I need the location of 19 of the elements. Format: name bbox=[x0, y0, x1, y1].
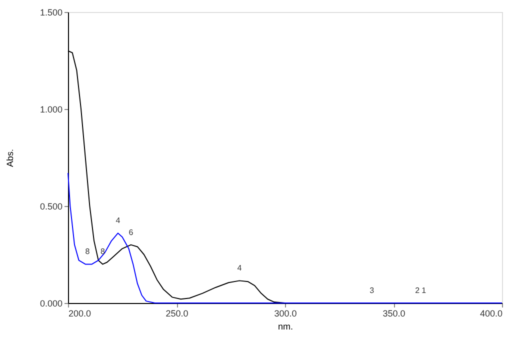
x-tick-label: 400.0 bbox=[480, 308, 502, 318]
annotation: 8 bbox=[100, 247, 106, 256]
annotation: 6 bbox=[128, 228, 134, 237]
x-tick-label: 350.0 bbox=[382, 308, 406, 318]
x-tick-label: 250.0 bbox=[166, 308, 188, 318]
x-axis-title: nm. bbox=[278, 322, 294, 332]
annotation: 2 bbox=[415, 286, 420, 295]
y-tick-label: 1.000 bbox=[40, 104, 62, 114]
y-tick-label: 0.000 bbox=[40, 298, 62, 308]
annotation: 4 bbox=[237, 264, 242, 273]
y-tick-label: 1.500 bbox=[40, 8, 62, 18]
x-tick-label: 200.0 bbox=[68, 308, 92, 318]
annotation: 1 bbox=[422, 286, 427, 295]
y-axis-title: Abs. bbox=[4, 148, 15, 168]
annotation: 4 bbox=[116, 216, 121, 226]
annotation: 3 bbox=[370, 286, 375, 295]
y-tick-label: 0.500 bbox=[40, 202, 62, 212]
annotation: 8 bbox=[85, 247, 90, 256]
x-tick-label: 300.0 bbox=[274, 308, 297, 318]
